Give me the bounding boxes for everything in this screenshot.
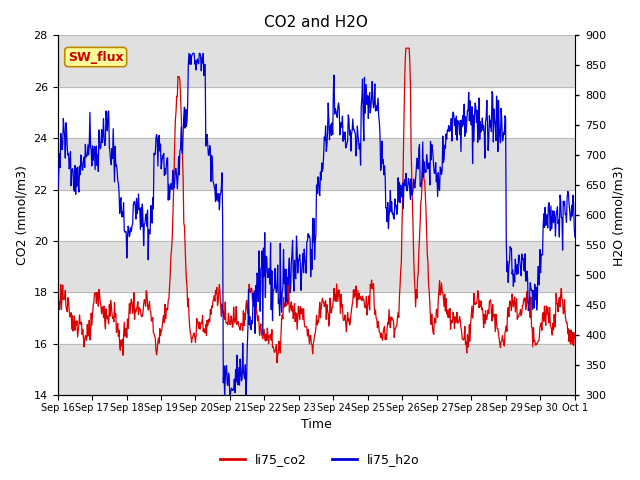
Title: CO2 and H2O: CO2 and H2O xyxy=(264,15,368,30)
Bar xyxy=(58,241,575,292)
Legend: li75_co2, li75_h2o: li75_co2, li75_h2o xyxy=(215,448,425,471)
X-axis label: Time: Time xyxy=(301,419,332,432)
Bar xyxy=(58,138,575,190)
Text: SW_flux: SW_flux xyxy=(68,50,124,63)
Bar xyxy=(58,344,575,395)
Y-axis label: H2O (mmol/m3): H2O (mmol/m3) xyxy=(612,165,625,265)
Y-axis label: CO2 (mmol/m3): CO2 (mmol/m3) xyxy=(15,165,28,265)
Bar xyxy=(58,36,575,87)
